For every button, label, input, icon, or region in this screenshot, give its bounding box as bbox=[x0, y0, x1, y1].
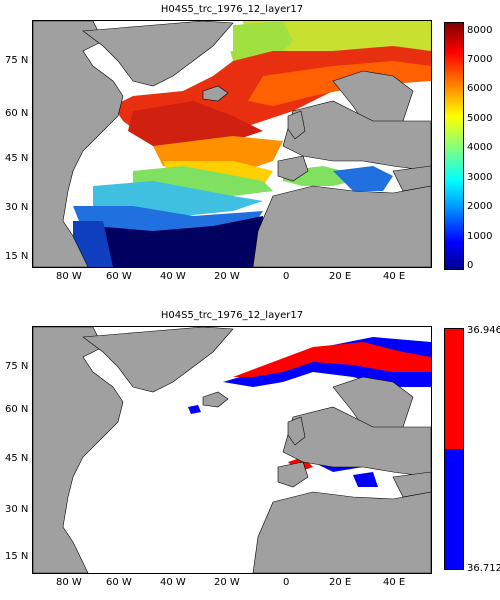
bottom-x-tick: 40 E bbox=[383, 577, 406, 588]
top-y-tick: 75 N bbox=[5, 55, 29, 66]
bottom-map-canvas bbox=[33, 327, 431, 573]
top-colorbar-tick: 2000 bbox=[467, 201, 493, 212]
top-x-tick: 40 W bbox=[160, 271, 186, 282]
top-x-tick: 20 E bbox=[329, 271, 352, 282]
bottom-y-tick: 15 N bbox=[5, 551, 29, 562]
top-map bbox=[32, 20, 432, 268]
bottom-map-title: H04S5_trc_1976_12_layer17 bbox=[160, 310, 304, 321]
top-land bbox=[33, 21, 431, 267]
top-x-tick: 40 E bbox=[383, 271, 406, 282]
bottom-x-tick: 60 W bbox=[106, 577, 132, 588]
top-y-tick: 60 N bbox=[5, 108, 29, 119]
top-y-tick: 45 N bbox=[5, 153, 29, 164]
top-colorbar-tick: 5000 bbox=[467, 113, 493, 124]
bottom-colorbar bbox=[444, 328, 464, 570]
bottom-colorbar-bottom-label: 36.712 bbox=[467, 563, 500, 574]
bottom-map bbox=[32, 326, 432, 574]
top-colorbar-tick: 0 bbox=[467, 260, 474, 271]
bottom-x-tick: 40 W bbox=[160, 577, 186, 588]
top-map-canvas bbox=[33, 21, 431, 267]
top-y-tick: 30 N bbox=[5, 202, 29, 213]
bottom-y-tick: 60 N bbox=[5, 404, 29, 415]
top-colorbar-tick: 7000 bbox=[467, 54, 493, 65]
top-colorbar-tick: 1000 bbox=[467, 231, 493, 242]
bottom-x-tick: 80 W bbox=[56, 577, 82, 588]
top-x-tick: 0 bbox=[283, 271, 290, 282]
bottom-y-tick: 30 N bbox=[5, 504, 29, 515]
top-colorbar-tick: 8000 bbox=[467, 25, 493, 36]
top-x-tick: 60 W bbox=[106, 271, 132, 282]
top-colorbar-tick: 3000 bbox=[467, 172, 493, 183]
bottom-x-tick: 20 W bbox=[214, 577, 240, 588]
top-colorbar-tick: 6000 bbox=[467, 83, 493, 94]
top-x-tick: 80 W bbox=[56, 271, 82, 282]
bottom-x-tick: 20 E bbox=[329, 577, 352, 588]
top-map-title: H04S5_trc_1976_12_layer17 bbox=[160, 4, 304, 15]
top-colorbar bbox=[444, 22, 464, 270]
bottom-land bbox=[33, 327, 431, 573]
bottom-y-tick: 75 N bbox=[5, 361, 29, 372]
top-y-tick: 15 N bbox=[5, 251, 29, 262]
bottom-colorbar-top-label: 36.946 bbox=[467, 325, 500, 336]
top-x-tick: 20 W bbox=[214, 271, 240, 282]
bottom-x-tick: 0 bbox=[283, 577, 290, 588]
bottom-y-tick: 45 N bbox=[5, 453, 29, 464]
top-colorbar-tick: 4000 bbox=[467, 142, 493, 153]
